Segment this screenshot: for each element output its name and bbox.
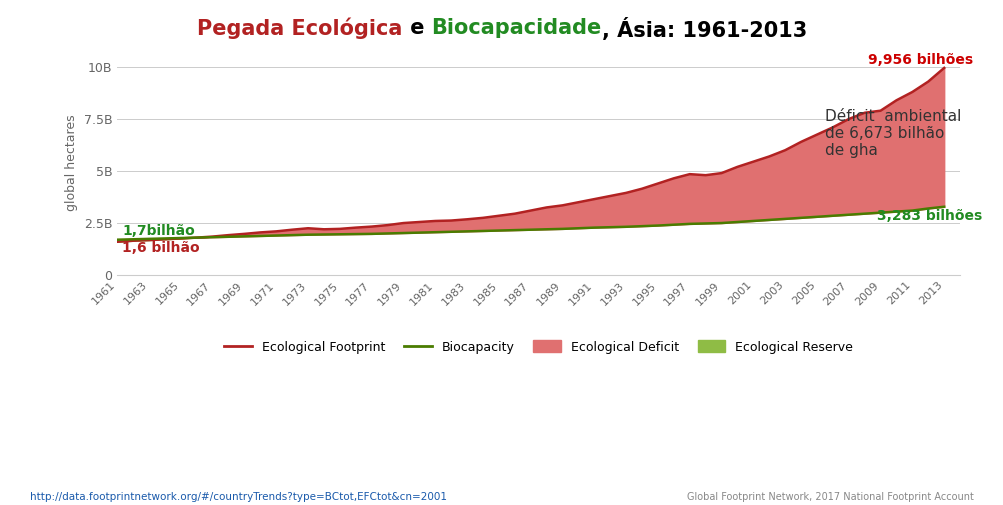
Text: Global Footprint Network, 2017 National Footprint Account: Global Footprint Network, 2017 National … [686,492,973,502]
Text: Biocapacidade: Biocapacidade [431,18,601,38]
Text: e: e [402,18,431,38]
Text: http://data.footprintnetwork.org/#/countryTrends?type=BCtot,EFCtot&cn=2001: http://data.footprintnetwork.org/#/count… [30,492,446,502]
Text: , Ásia: 1961-2013: , Ásia: 1961-2013 [601,18,806,41]
Text: Pegada Ecológica: Pegada Ecológica [197,18,402,39]
Text: 9,956 bilhões: 9,956 bilhões [867,53,972,67]
Text: Déficit  ambiental
de 6,673 bilhão
de gha: Déficit ambiental de 6,673 bilhão de gha [824,109,960,159]
Legend: Ecological Footprint, Biocapacity, Ecological Deficit, Ecological Reserve: Ecological Footprint, Biocapacity, Ecolo… [220,335,857,359]
Text: 1,7bilhão: 1,7bilhão [122,224,195,238]
Y-axis label: global hectares: global hectares [65,115,78,211]
Text: 3,283 bilhões: 3,283 bilhões [877,209,982,223]
Text: 1,6 bilhão: 1,6 bilhão [122,241,200,255]
